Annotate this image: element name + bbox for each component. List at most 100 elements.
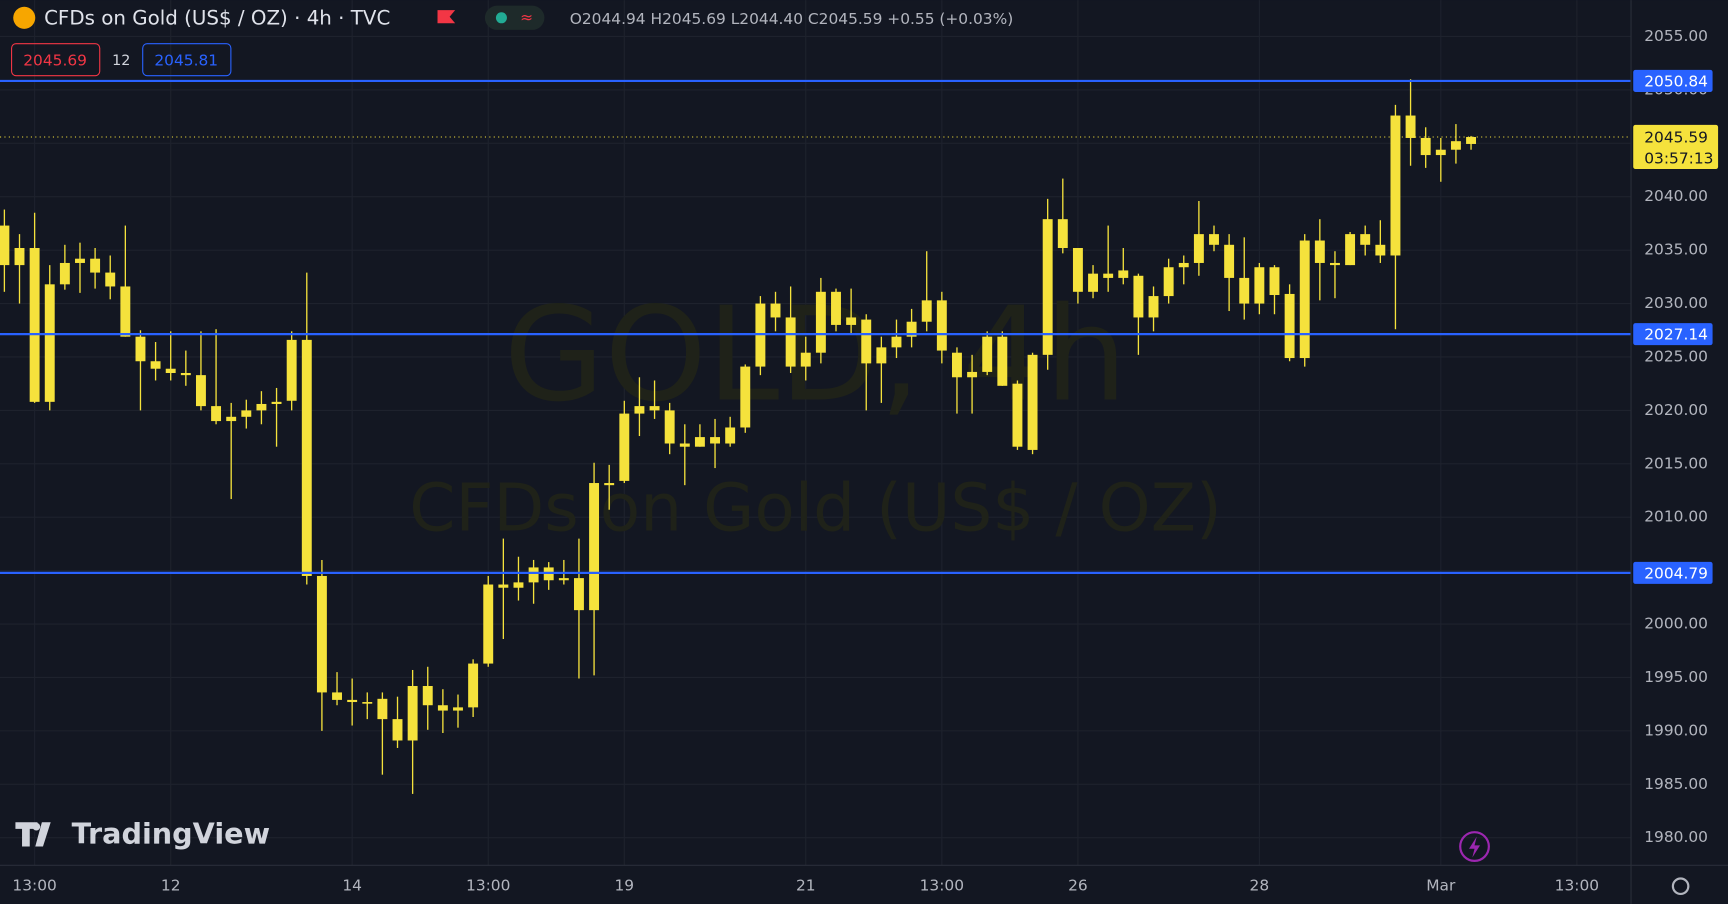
chart-title: CFDs on Gold (US$ / OZ) · 4h · TVC: [44, 6, 390, 29]
legend-high: H2045.69: [651, 9, 726, 27]
watermark-description: CFDs on Gold (US$ / OZ): [409, 470, 1222, 547]
x-tick-label: 21: [796, 877, 816, 895]
candle-body: [1133, 275, 1144, 318]
candle-body: [1405, 115, 1416, 138]
y-tick-label: 2015.00: [1644, 454, 1708, 472]
hline-price-label: 2027.14: [1644, 326, 1708, 344]
candle-body: [1209, 234, 1219, 245]
x-tick-label: 26: [1068, 877, 1088, 895]
candle-body: [165, 368, 176, 373]
candle-body: [1435, 149, 1446, 156]
x-tick-label: Mar: [1426, 877, 1456, 895]
candle-body: [135, 336, 146, 362]
candle-body: [1330, 262, 1340, 266]
candle-body: [573, 578, 584, 611]
candle-body: [180, 372, 191, 376]
logo-icon: [15, 822, 51, 847]
candle-body: [453, 707, 463, 711]
buy-button[interactable]: [142, 43, 232, 77]
hline-price-tag: [1633, 69, 1713, 92]
candle-body: [967, 371, 978, 378]
candle-body: [1269, 267, 1280, 296]
candle-body: [1103, 273, 1114, 278]
grid: [0, 0, 1632, 866]
hline-price-label: 2050.84: [1644, 73, 1708, 91]
settings-button[interactable]: [1671, 877, 1690, 896]
candle-body: [1178, 262, 1189, 268]
status-pill[interactable]: [484, 5, 545, 30]
sell-button[interactable]: [11, 43, 101, 77]
legend-close: C2045.59: [808, 9, 882, 27]
candle-body: [437, 705, 448, 711]
candle-body: [846, 317, 857, 325]
candle-body: [1012, 383, 1023, 447]
last-price-label: 2045.59: [1644, 129, 1708, 147]
candle-body: [891, 336, 902, 348]
x-tick-label: 13:00: [466, 877, 510, 895]
candle-body: [770, 303, 781, 318]
y-tick-label: 2030.00: [1644, 294, 1708, 312]
x-tick-label: 19: [615, 877, 635, 895]
x-tick-label: 14: [342, 877, 362, 895]
buy-price: 2045.81: [154, 51, 218, 69]
logo-icon-dot: [32, 822, 41, 831]
candle-body: [195, 375, 206, 407]
candle-body: [1420, 137, 1431, 156]
replay-button[interactable]: [1459, 831, 1490, 862]
candle-body: [271, 401, 282, 404]
candle-body: [1375, 244, 1386, 256]
candle-body: [316, 575, 327, 693]
candle-body: [1118, 270, 1129, 278]
candle-body: [1072, 248, 1083, 292]
candle-body: [362, 702, 373, 704]
candle-body: [634, 406, 645, 414]
candle-body: [105, 272, 116, 287]
candle-body: [0, 225, 10, 266]
candle-body: [1057, 219, 1068, 249]
candle-body: [1314, 240, 1325, 263]
candle-body: [377, 698, 388, 720]
hline-price-tag: [1633, 323, 1713, 346]
y-tick-label: 2020.00: [1644, 401, 1708, 419]
candle-body: [1239, 277, 1250, 304]
candle-body: [332, 692, 342, 700]
candle-body: [1390, 115, 1401, 256]
x-tick-label: 28: [1250, 877, 1270, 895]
candle-body: [876, 347, 887, 364]
y-tick-label: 2055.00: [1644, 27, 1708, 45]
candle-body: [1450, 141, 1461, 150]
candle-body: [725, 427, 736, 444]
legend-low: L2044.40: [731, 9, 803, 27]
candle-body: [861, 319, 872, 364]
candle-body: [14, 248, 25, 266]
candle-body: [90, 258, 101, 273]
candle-body: [1193, 234, 1204, 263]
candle-body: [59, 262, 70, 285]
candle-body: [936, 300, 947, 351]
x-tick-label: 12: [161, 877, 181, 895]
candle-body: [589, 483, 600, 611]
candle-body: [211, 406, 222, 422]
candle-body: [286, 339, 297, 401]
candle-body: [694, 437, 705, 447]
watermark-symbol: GOLD, 4h: [504, 278, 1128, 430]
candle-body: [120, 286, 131, 337]
lightning-icon: [1469, 836, 1481, 858]
candle-body: [649, 406, 660, 411]
candle-body: [226, 416, 237, 422]
candle-body: [150, 361, 161, 369]
candle-body: [815, 291, 826, 353]
flag-icon[interactable]: [437, 10, 456, 24]
last-price-tag: [1633, 124, 1719, 169]
candle-body: [952, 352, 962, 378]
ohlc-legend: O2044.94 H2045.69 L2044.40 C2045.59 +0.5…: [570, 9, 1014, 27]
x-tick-label: 13:00: [1555, 877, 1599, 895]
candle-body: [1360, 234, 1371, 245]
candle-body: [785, 317, 796, 367]
branding: TradingView: [72, 817, 270, 851]
status-dot: [495, 12, 507, 24]
candle-body: [1466, 137, 1477, 144]
candle-body: [301, 339, 312, 576]
